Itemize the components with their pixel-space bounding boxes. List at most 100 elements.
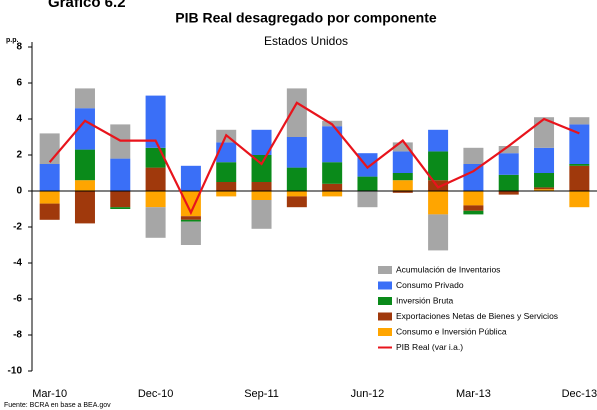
- bar-segment: [357, 191, 378, 208]
- bar-segment: [216, 191, 237, 197]
- legend-swatch: [378, 281, 392, 290]
- bar-segment: [322, 162, 343, 184]
- bar-segment: [463, 191, 484, 206]
- legend-swatch: [378, 266, 392, 274]
- legend-label: Acumulación de Inventarios: [396, 264, 500, 274]
- bar-segment: [322, 126, 343, 163]
- bar-segment: [463, 147, 484, 164]
- bar-segment: [498, 174, 519, 191]
- bar-segment: [180, 216, 201, 220]
- legend-label: Consumo e Inversión Pública: [396, 326, 507, 336]
- bar-segment: [145, 207, 166, 238]
- bar-segment: [428, 191, 449, 215]
- legend-label: Exportaciones Netas de Bienes y Servicio…: [396, 311, 558, 321]
- bar-segment: [74, 191, 95, 224]
- bar-segment: [463, 205, 484, 211]
- bar-segment: [392, 180, 413, 191]
- bar-segment: [39, 191, 60, 204]
- x-tick-label: Jun-12: [351, 388, 385, 400]
- bar-segment: [463, 210, 484, 215]
- bar-segment: [110, 207, 131, 209]
- y-tick-label: 2: [16, 150, 22, 161]
- bar-segment: [180, 165, 201, 191]
- bar-segment: [569, 164, 590, 166]
- x-tick-label: Dec-10: [138, 388, 173, 400]
- bar-segment: [39, 133, 60, 164]
- bar-segment: [357, 153, 378, 177]
- bar-segment: [392, 151, 413, 173]
- bar-segment: [251, 155, 272, 182]
- bar-segment: [145, 95, 166, 148]
- bar-segment: [74, 108, 95, 150]
- bar-segment: [145, 147, 166, 168]
- y-tick-label: 6: [16, 78, 22, 89]
- legend-label: Consumo Privado: [396, 280, 464, 290]
- x-tick-label: Mar-13: [456, 388, 491, 400]
- bar-segment: [569, 165, 590, 191]
- bar-segment: [569, 191, 590, 208]
- y-tick-label: -4: [13, 258, 22, 269]
- bar-segment: [286, 167, 307, 191]
- bar-segment: [428, 129, 449, 152]
- bar-segment: [322, 191, 343, 197]
- bar-segment: [498, 146, 519, 154]
- bar-segment: [498, 191, 519, 195]
- legend-swatch: [378, 297, 392, 305]
- bar-segment: [534, 173, 555, 188]
- legend-label: Inversión Bruta: [396, 295, 453, 305]
- bar-segment: [74, 88, 95, 109]
- bar-segment: [74, 180, 95, 191]
- bar-segment: [357, 176, 378, 191]
- bar-segment: [428, 214, 449, 251]
- bar-segment: [322, 183, 343, 191]
- y-tick-label: -6: [13, 294, 22, 305]
- y-tick-label: 8: [16, 42, 22, 53]
- bar-segment: [286, 88, 307, 137]
- chart-subtitle: Estados Unidos: [264, 34, 348, 48]
- bar-segment: [251, 129, 272, 155]
- y-tick-label: -8: [13, 330, 22, 341]
- bar-segment: [39, 203, 60, 220]
- bar-segment: [180, 219, 201, 222]
- bar-segment: [392, 191, 413, 193]
- bar-segment: [110, 191, 131, 208]
- bar-segment: [569, 124, 590, 164]
- bar-segment: [145, 191, 166, 208]
- bar-segment: [216, 162, 237, 182]
- x-tick-label: Dec-13: [562, 388, 597, 400]
- bar-segment: [286, 196, 307, 208]
- bar-segment: [498, 153, 519, 175]
- bar-segment: [180, 191, 201, 217]
- bar-segment: [534, 189, 555, 191]
- y-tick-label: -2: [13, 222, 22, 233]
- bar-segment: [251, 191, 272, 200]
- y-axis-label: p.p.: [6, 37, 18, 44]
- y-tick-label: 4: [16, 114, 22, 125]
- bar-segment: [39, 164, 60, 191]
- source: Fuente: BCRA en base a BEA.gov: [4, 402, 111, 409]
- bar-segment: [110, 158, 131, 191]
- bar-segment: [286, 137, 307, 168]
- bar-segment: [428, 151, 449, 181]
- bar-segment: [251, 200, 272, 229]
- legend-label: PIB Real (var i.a.): [396, 342, 463, 352]
- bar-segment: [216, 182, 237, 191]
- bar-segment: [74, 149, 95, 181]
- bar-segment: [392, 142, 413, 152]
- legend-swatch: [378, 312, 392, 321]
- bar-segment: [534, 187, 555, 190]
- y-tick-label: -10: [8, 366, 23, 377]
- x-tick-label: Sep-11: [244, 388, 279, 400]
- bar-segment: [145, 167, 166, 191]
- bar-segment: [463, 164, 484, 191]
- line-series: [48, 101, 580, 216]
- bar-segment: [534, 117, 555, 148]
- bar-segment: [534, 147, 555, 173]
- legend-swatch: [378, 328, 392, 336]
- bar-segment: [180, 221, 201, 245]
- bar-segment: [569, 117, 590, 125]
- y-tick-label: 0: [16, 186, 22, 197]
- x-tick-label: Mar-10: [32, 388, 67, 400]
- chart-header: Gráfico 6.2: [48, 0, 126, 11]
